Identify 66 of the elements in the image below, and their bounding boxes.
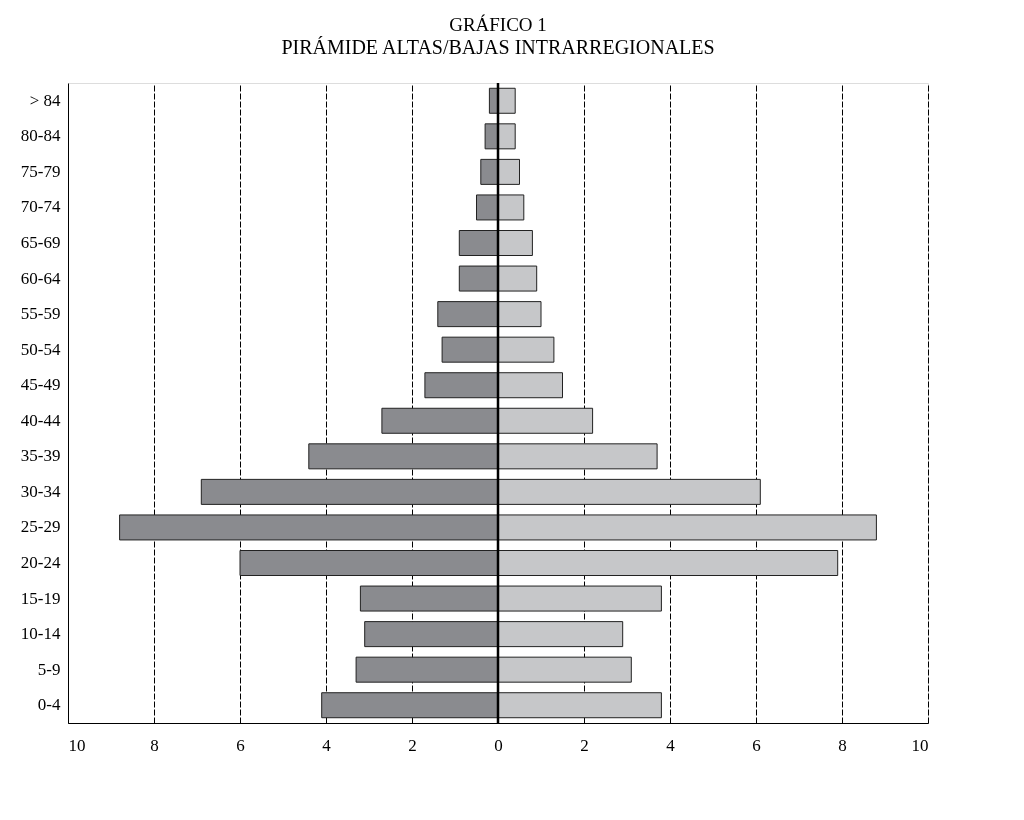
bar [364, 621, 499, 648]
bar [497, 372, 563, 399]
x-tick-label: 2 [408, 735, 417, 755]
bar [497, 692, 662, 719]
y-tick-label: 35-39 [20, 446, 61, 466]
y-tick-label: 20-24 [20, 553, 61, 572]
bar [480, 158, 499, 185]
y-tick-label: 40-44 [20, 410, 61, 430]
y-tick-label: 65-69 [20, 233, 61, 252]
y-tick-label: 30-34 [20, 481, 61, 501]
bar [497, 621, 624, 648]
bar [497, 478, 761, 505]
x-tick-label: 4 [322, 735, 332, 755]
bar [497, 585, 662, 612]
bar [458, 230, 499, 256]
x-tick-label: 8 [838, 735, 847, 755]
bar [321, 692, 499, 719]
y-tick-label: 70-74 [20, 197, 61, 217]
x-tick-label: 8 [150, 735, 159, 755]
bar [497, 265, 538, 292]
y-tick-label: 55-59 [20, 304, 61, 324]
bar [497, 407, 594, 434]
bar [458, 265, 499, 292]
chart-subtitle: PIRÁMIDE ALTAS/BAJAS INTRARREGIONALES [281, 35, 715, 58]
bar [497, 443, 658, 470]
bar [200, 478, 499, 505]
y-tick-label: 75-79 [20, 161, 61, 181]
x-tick-label: 6 [236, 735, 245, 755]
bar [484, 123, 499, 150]
bar [497, 550, 839, 576]
x-tick-label: 4 [666, 735, 676, 755]
bar [381, 407, 499, 434]
y-tick-label: > 84 [29, 90, 61, 110]
bar [497, 230, 533, 256]
bar [497, 194, 525, 221]
x-tick-label: 2 [580, 735, 589, 755]
y-tick-label: 60-64 [20, 268, 61, 288]
y-tick-label: 25-29 [20, 517, 61, 537]
bar [497, 123, 516, 150]
bar [239, 550, 499, 576]
bar [308, 443, 499, 470]
bar [359, 585, 499, 612]
y-tick-label: 5-9 [37, 659, 61, 679]
chart-title: GRÁFICO 1 [449, 13, 547, 35]
x-tick-label: 6 [752, 735, 761, 755]
bar [476, 194, 499, 221]
y-tick-label: 50-54 [20, 339, 61, 359]
y-tick-label: 0-4 [37, 695, 61, 715]
x-tick-label: 0 [494, 735, 503, 755]
bar [355, 656, 499, 683]
y-tick-label: 45-49 [20, 375, 61, 395]
y-tick-label: 15-19 [20, 588, 61, 608]
bar [437, 301, 499, 328]
x-tick-label: 10 [911, 735, 929, 755]
bar [497, 87, 516, 114]
bar [497, 336, 555, 363]
bar [497, 656, 632, 683]
y-tick-label: 80-84 [20, 126, 61, 146]
bar [497, 158, 520, 185]
bar [441, 336, 499, 363]
bar [119, 514, 499, 541]
x-tick-label: 10 [68, 735, 86, 755]
bar [424, 372, 499, 399]
bar [497, 514, 877, 541]
bar [497, 301, 542, 328]
y-tick-label: 10-14 [20, 624, 61, 644]
